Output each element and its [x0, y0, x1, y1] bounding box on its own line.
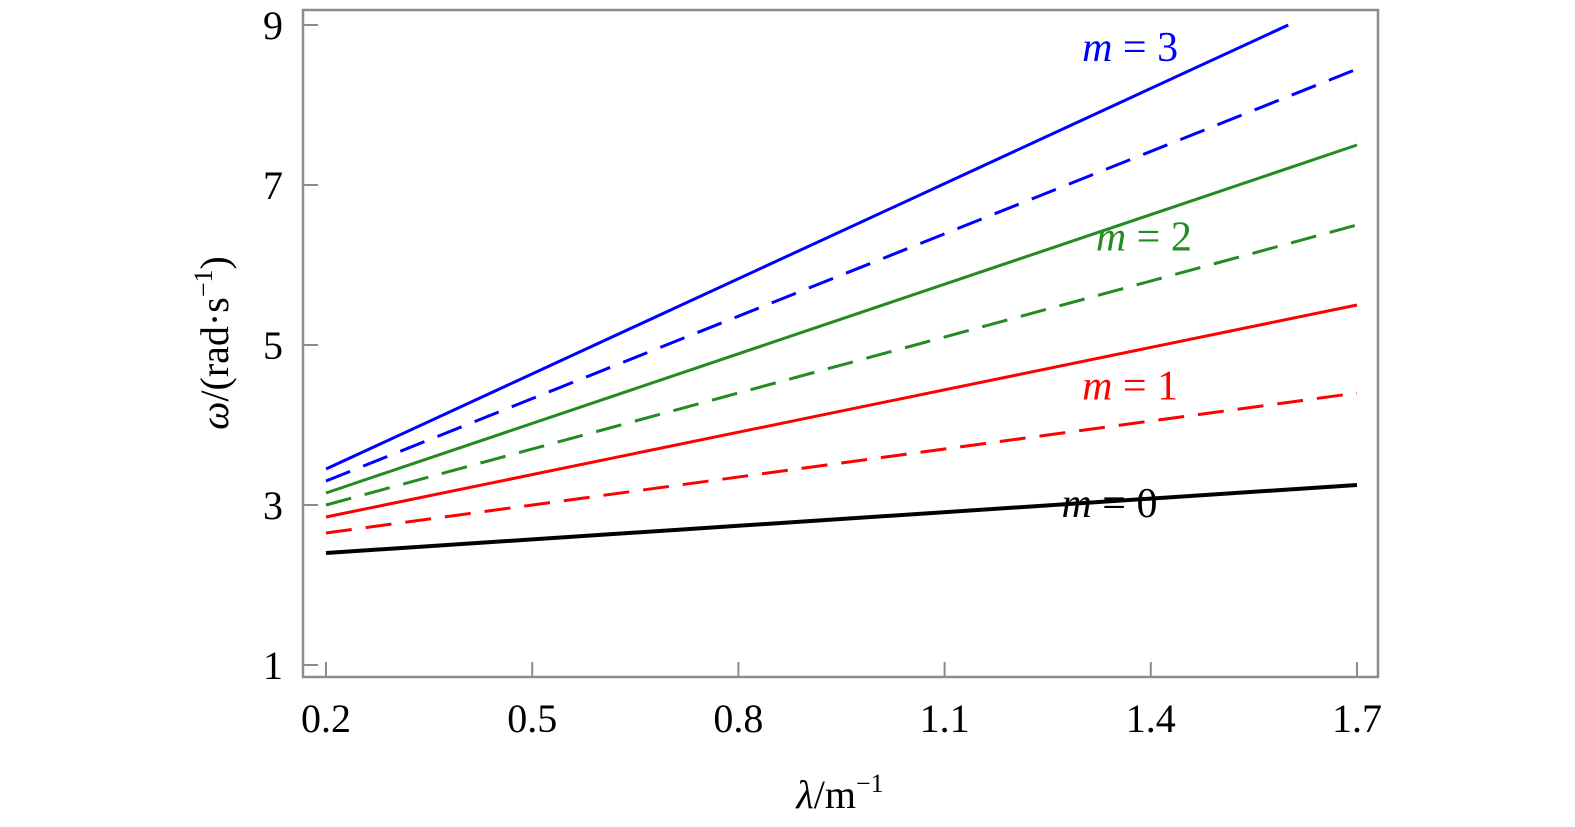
series-line-m2-dashed: [325, 223, 1358, 507]
y-tick-label: 9: [263, 3, 283, 48]
series-lines: [325, 23, 1358, 555]
y-axis-unit-close: ): [192, 256, 237, 269]
series-line-m3-dashed: [325, 67, 1358, 483]
series-line-m1-dashed: [325, 391, 1358, 535]
series-line-m0-solid: [325, 483, 1358, 555]
x-tick-label: 1.4: [1126, 696, 1176, 741]
x-tick-label: 0.2: [301, 696, 351, 741]
series-line-m2-solid: [325, 143, 1358, 495]
y-axis-label: ω/(rad·s−1): [189, 256, 237, 430]
x-axis-unit-exp: −1: [856, 769, 884, 798]
x-axis-symbol: λ: [795, 772, 813, 817]
series-label-var: m: [1082, 25, 1112, 71]
y-tick-label: 5: [263, 323, 283, 368]
x-axis-label: λ/m−1: [795, 769, 883, 817]
series-label-m3: m = 3: [1082, 25, 1178, 71]
series-annotations: m = 0m = 1m = 2m = 3: [1061, 25, 1191, 527]
y-tick-label: 1: [263, 643, 283, 688]
series-line-m1-solid: [325, 303, 1358, 519]
y-tick-label: 3: [263, 483, 283, 528]
series-label-m0: m = 0: [1061, 481, 1157, 527]
series-label-value: = 2: [1126, 215, 1192, 261]
series-line-m3-solid: [325, 23, 1289, 471]
x-axis-unit: /m: [814, 772, 856, 817]
series-label-var: m: [1096, 215, 1126, 261]
series-label-var: m: [1061, 481, 1091, 527]
series-label-value: = 3: [1112, 25, 1178, 71]
plot-frame: [301, 8, 1380, 679]
series-label-m2: m = 2: [1096, 215, 1192, 261]
axis-ticks: [303, 24, 1358, 677]
y-axis-unit: /(rad·s: [192, 297, 237, 401]
x-tick-label: 1.7: [1332, 696, 1382, 741]
series-label-value: = 1: [1112, 363, 1178, 409]
series-label-m1: m = 1: [1082, 363, 1178, 409]
x-tick-label: 1.1: [920, 696, 970, 741]
y-axis-unit-exp: −1: [189, 270, 218, 298]
tick-labels: 0.2 0.5 0.8 1.1 1.4 1.7 1 3 5 7 9: [263, 3, 1382, 741]
y-tick-label: 7: [263, 163, 283, 208]
y-axis-symbol: ω: [192, 402, 237, 430]
x-tick-label: 0.5: [507, 696, 557, 741]
series-label-value: = 0: [1092, 481, 1158, 527]
x-tick-label: 0.8: [713, 696, 763, 741]
series-label-var: m: [1082, 363, 1112, 409]
